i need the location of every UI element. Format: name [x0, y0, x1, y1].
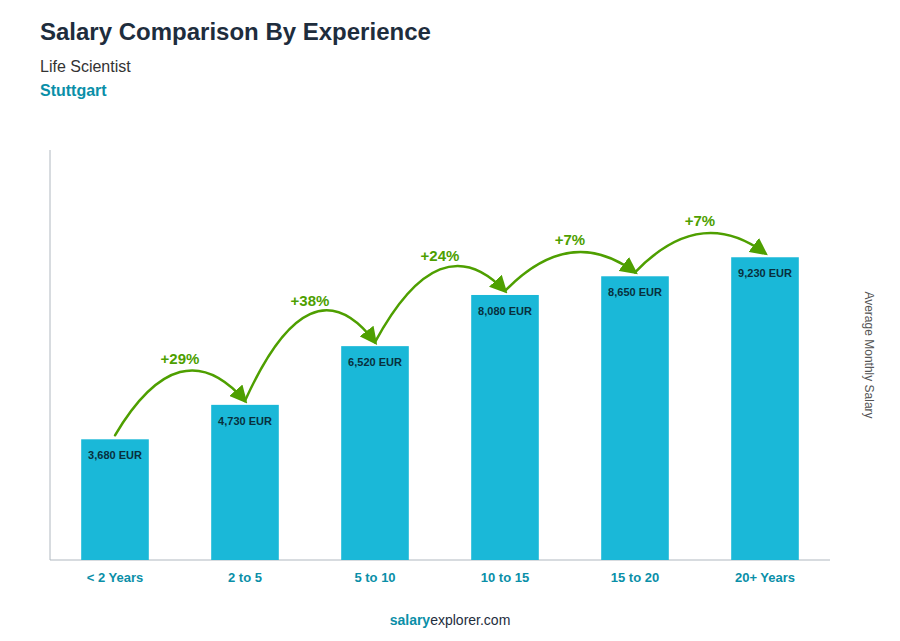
x-tick-label: 10 to 15 [481, 570, 529, 585]
growth-label: +7% [685, 212, 715, 229]
bar [211, 405, 279, 560]
value-label: 9,230 EUR [738, 267, 792, 279]
footer-part: explorer.com [430, 612, 510, 628]
footer-part: salary [390, 612, 431, 628]
x-tick-label: 15 to 20 [611, 570, 659, 585]
footer: salaryexplorer.com [390, 612, 511, 628]
bar [731, 257, 799, 560]
bar [471, 295, 539, 560]
growth-label: +29% [161, 350, 200, 367]
bar [81, 439, 149, 560]
value-label: 8,650 EUR [608, 286, 662, 298]
growth-arc [245, 310, 375, 401]
growth-arc [505, 252, 635, 291]
x-tick-label: 2 to 5 [228, 570, 262, 585]
chart-svg: Salary Comparison By Experience Life Scie… [0, 0, 900, 641]
growth-arcs [115, 233, 765, 435]
growth-arc [375, 266, 505, 342]
value-label: 4,730 EUR [218, 415, 272, 427]
subtitle: Stuttgart [40, 82, 107, 99]
subtitle: Life Scientist [40, 58, 131, 75]
growth-arc [115, 370, 245, 435]
value-label: 3,680 EUR [88, 449, 142, 461]
x-tick-label: 5 to 10 [354, 570, 395, 585]
bar [341, 346, 409, 560]
x-tick-label: 20+ Years [735, 570, 795, 585]
y-axis-line [50, 150, 51, 560]
x-tick-label: < 2 Years [87, 570, 144, 585]
value-label: 8,080 EUR [478, 305, 532, 317]
growth-label: +38% [291, 292, 330, 309]
value-label: 6,520 EUR [348, 356, 402, 368]
title: Salary Comparison By Experience [40, 18, 431, 45]
growth-arc [635, 233, 765, 272]
bar [601, 276, 669, 560]
growth-label: +7% [555, 231, 585, 248]
chart-container: Salary Comparison By Experience Life Scie… [0, 0, 900, 641]
bars [81, 257, 799, 560]
y-axis-label: Average Monthly Salary [862, 291, 876, 418]
x-axis-line [50, 560, 830, 561]
growth-label: +24% [421, 247, 460, 264]
